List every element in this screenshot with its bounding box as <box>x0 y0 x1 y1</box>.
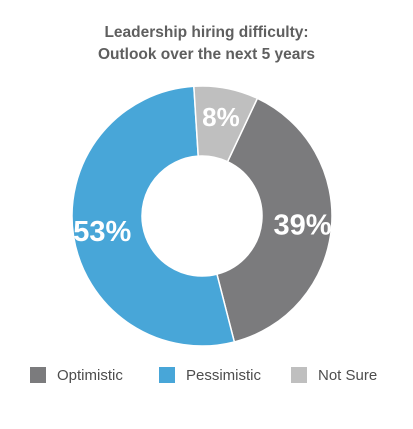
legend-item-not-sure: Not Sure <box>291 363 377 387</box>
legend-swatch-not-sure <box>291 367 307 383</box>
legend-label-optimistic: Optimistic <box>57 366 123 384</box>
legend-item-optimistic: Optimistic <box>30 363 123 387</box>
slice-optimistic <box>216 97 333 343</box>
legend-item-pessimistic: Pessimistic <box>159 363 261 387</box>
slice-pessimistic <box>71 85 236 347</box>
legend-label-pessimistic: Pessimistic <box>186 366 262 384</box>
chart-title: Leadership hiring difficulty: Outlook ov… <box>0 22 413 66</box>
legend-label-not-sure: Not Sure <box>318 366 378 384</box>
slice-label-pessimistic: 53% <box>73 216 131 248</box>
slice-not-sure <box>193 85 259 163</box>
slice-label-not-sure: 8% <box>202 102 240 132</box>
slice-label-optimistic: 39% <box>274 210 332 242</box>
legend-swatch-optimistic <box>30 367 46 383</box>
chart-title-line-2: Outlook over the next 5 years <box>97 46 316 63</box>
legend: Optimistic Pessimistic Not Sure <box>0 363 413 387</box>
chart-title-line-1: Leadership hiring difficulty: <box>104 24 309 41</box>
legend-swatch-pessimistic <box>159 367 175 383</box>
